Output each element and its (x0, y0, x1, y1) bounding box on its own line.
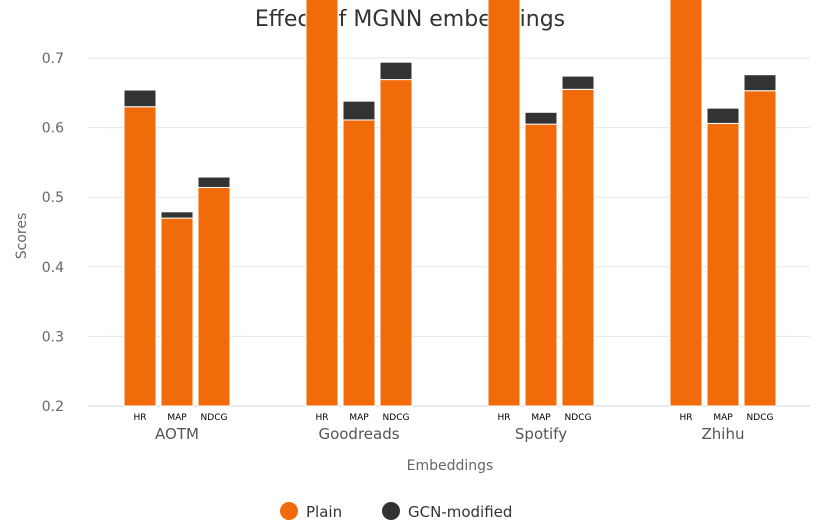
metric-label: MAP (713, 413, 733, 423)
legend-label-gcn-modified[interactable]: GCN-modified (408, 503, 512, 521)
y-tick-label: 0.5 (42, 190, 64, 206)
legend: Plain GCN-modified (280, 502, 512, 521)
bar-gcn-modified-aotm-map[interactable] (160, 211, 194, 219)
x-axis-title: Embeddings (407, 458, 494, 474)
bar-gcn-modified-aotm-ndcg[interactable] (197, 176, 231, 188)
metric-label: HR (497, 413, 510, 423)
bar-plain-zhihu-ndcg[interactable] (743, 90, 777, 407)
metric-label: NDCG (747, 413, 774, 423)
bars (123, 0, 777, 407)
bar-plain-zhihu-hr[interactable] (669, 0, 703, 407)
y-tick-label: 0.3 (42, 329, 64, 345)
bar-plain-goodreads-map[interactable] (342, 119, 376, 407)
group-label-aotm: AOTM (155, 425, 199, 443)
metric-label: HR (315, 413, 328, 423)
bar-gcn-modified-goodreads-ndcg[interactable] (379, 61, 413, 81)
legend-label-plain[interactable]: Plain (306, 503, 342, 521)
bar-plain-aotm-map[interactable] (160, 217, 194, 407)
bar-gcn-modified-aotm-hr[interactable] (123, 89, 157, 108)
group-label-zhihu: Zhihu (702, 425, 745, 443)
y-tick-label: 0.4 (42, 260, 64, 276)
metric-label: NDCG (565, 413, 592, 423)
legend-marker-plain[interactable] (280, 502, 298, 520)
bar-gcn-modified-zhihu-ndcg[interactable] (743, 74, 777, 92)
bar-plain-goodreads-hr[interactable] (305, 0, 339, 407)
bar-plain-spotify-hr[interactable] (487, 0, 521, 407)
y-axis-title: Scores (14, 213, 30, 260)
y-tick-label: 0.2 (42, 399, 64, 415)
metric-label: MAP (167, 413, 187, 423)
y-tick-label: 0.6 (42, 121, 64, 137)
bar-plain-zhihu-map[interactable] (706, 122, 740, 407)
bar-gcn-modified-spotify-ndcg[interactable] (561, 75, 595, 90)
metric-label: HR (679, 413, 692, 423)
group-label-goodreads: Goodreads (318, 425, 399, 443)
metric-label: MAP (531, 413, 551, 423)
metric-label: NDCG (201, 413, 228, 423)
metric-label: NDCG (383, 413, 410, 423)
metric-label: MAP (349, 413, 369, 423)
bar-plain-aotm-hr[interactable] (123, 106, 157, 407)
bar-gcn-modified-spotify-map[interactable] (524, 111, 558, 125)
bar-plain-aotm-ndcg[interactable] (197, 186, 231, 407)
bar-plain-spotify-map[interactable] (524, 123, 558, 407)
y-tick-label: 0.7 (42, 51, 64, 67)
bar-plain-spotify-ndcg[interactable] (561, 88, 595, 407)
bar-gcn-modified-zhihu-map[interactable] (706, 107, 740, 124)
group-label-spotify: Spotify (515, 425, 567, 443)
legend-marker-gcn-modified[interactable] (382, 502, 400, 520)
bar-gcn-modified-goodreads-map[interactable] (342, 100, 376, 121)
metric-label: HR (133, 413, 146, 423)
bar-plain-goodreads-ndcg[interactable] (379, 79, 413, 407)
